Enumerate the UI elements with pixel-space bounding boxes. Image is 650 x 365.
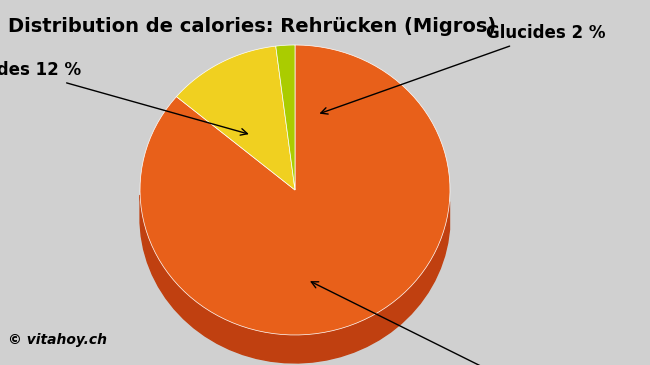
Polygon shape xyxy=(276,45,295,190)
Text: © vitahoy.ch: © vitahoy.ch xyxy=(8,333,107,347)
Polygon shape xyxy=(176,46,295,190)
Text: Protéines 87 %: Protéines 87 % xyxy=(311,282,587,365)
Polygon shape xyxy=(140,45,450,335)
Text: Distribution de calories: Rehrücken (Migros): Distribution de calories: Rehrücken (Mig… xyxy=(8,17,496,36)
Text: Glucides 2 %: Glucides 2 % xyxy=(321,24,605,114)
Text: Lipides 12 %: Lipides 12 % xyxy=(0,61,248,135)
Polygon shape xyxy=(140,195,450,363)
